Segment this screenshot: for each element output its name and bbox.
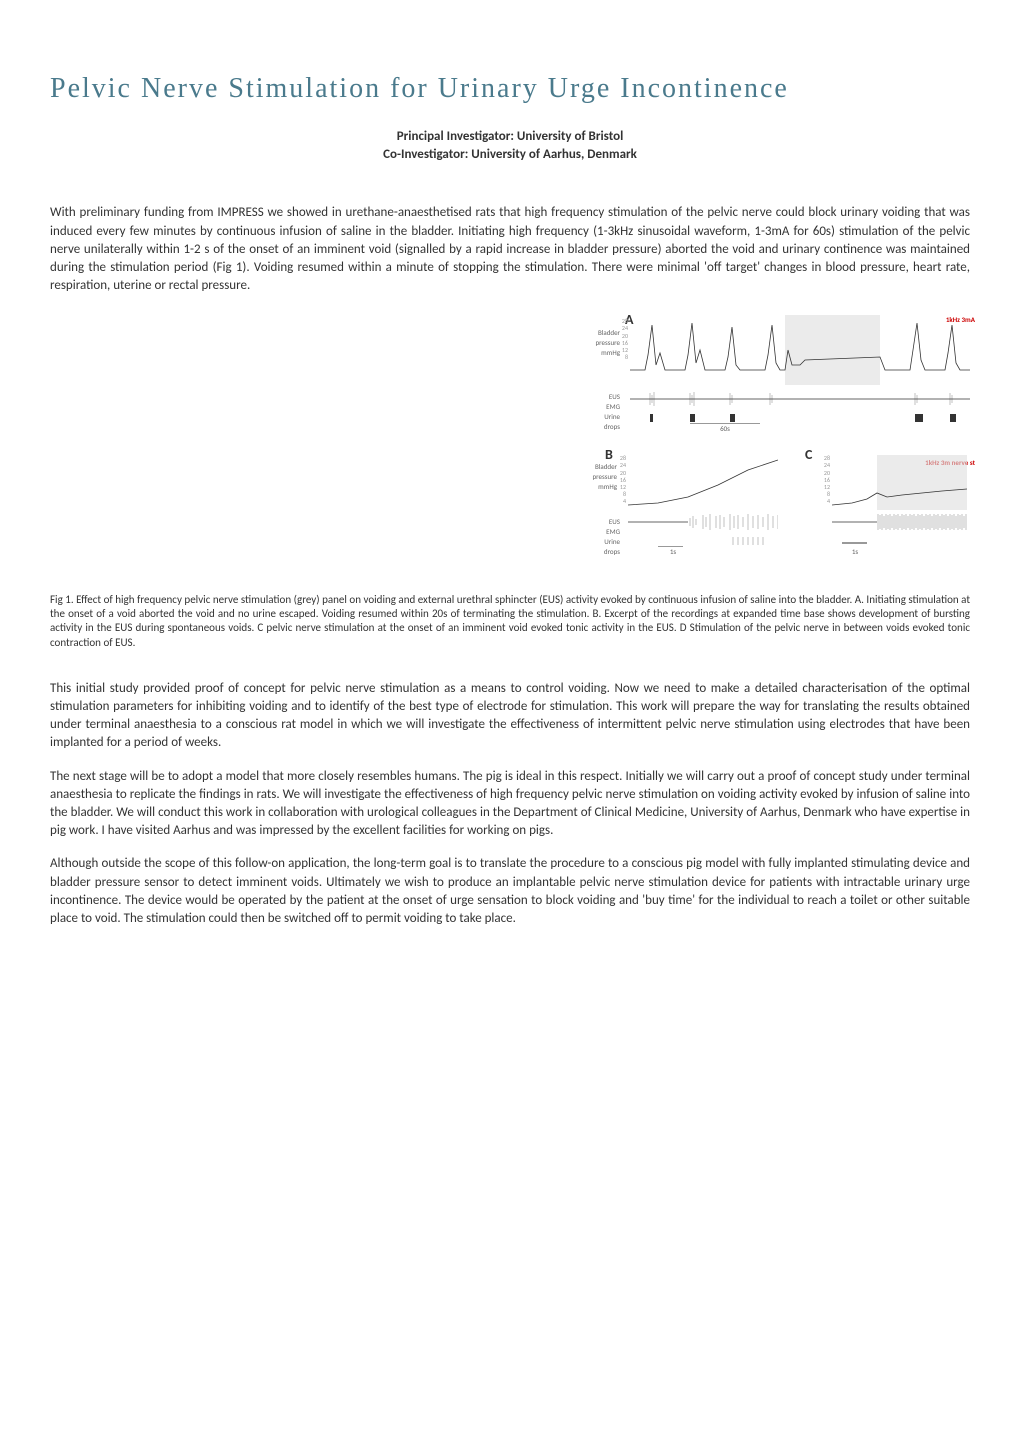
urine-label-a: Urine drops: [595, 412, 620, 432]
time-label-a: 60s: [710, 424, 740, 434]
yticks-c: 282420161284: [818, 455, 830, 505]
panel-c-bladder-trace: [832, 455, 967, 510]
co-investigator: Co-Investigator: University of Aarhus, D…: [50, 146, 970, 164]
page-title: Pelvic Nerve Stimulation for Urinary Urg…: [50, 69, 970, 108]
time-label-b: 1s: [663, 547, 683, 557]
investigators-block: Principal Investigator: University of Br…: [50, 128, 970, 164]
eus-label-b: EUS EMG: [595, 517, 620, 537]
yticks-a: 28242016128: [616, 318, 628, 361]
panel-a-eus-trace: [630, 390, 970, 408]
panel-b-urine-trace: [628, 535, 778, 547]
panel-a-bladder-trace: [630, 315, 970, 385]
paragraph-4: Although outside the scope of this follo…: [50, 855, 970, 928]
bladder-label-a: Bladder pressure mmHg: [585, 328, 620, 357]
figure-caption: Fig 1. Effect of high frequency pelvic n…: [50, 593, 970, 650]
paragraph-3: The next stage will be to adopt a model …: [50, 768, 970, 841]
figure-1: A Bladder pressure mmHg 28242016128 1kHz…: [50, 310, 970, 577]
panel-c-timebar: [832, 535, 967, 547]
principal-investigator: Principal Investigator: University of Br…: [50, 128, 970, 146]
urine-label-b: Urine drops: [595, 537, 620, 557]
panel-b-eus-trace: [628, 512, 778, 532]
intro-paragraph: With preliminary funding from IMPRESS we…: [50, 204, 970, 295]
eus-label-a: EUS EMG: [595, 392, 620, 412]
yticks-b: 282420161284: [614, 455, 626, 505]
panel-c-eus-trace: [832, 512, 967, 532]
panel-b-bladder-trace: [628, 455, 778, 510]
paragraph-2: This initial study provided proof of con…: [50, 680, 970, 753]
bladder-label-b: Bladder pressure mmHg: [582, 462, 617, 491]
time-label-c: 1s: [845, 547, 865, 557]
panel-a-urine-trace: [630, 412, 970, 424]
panel-c-label: C: [805, 445, 812, 465]
